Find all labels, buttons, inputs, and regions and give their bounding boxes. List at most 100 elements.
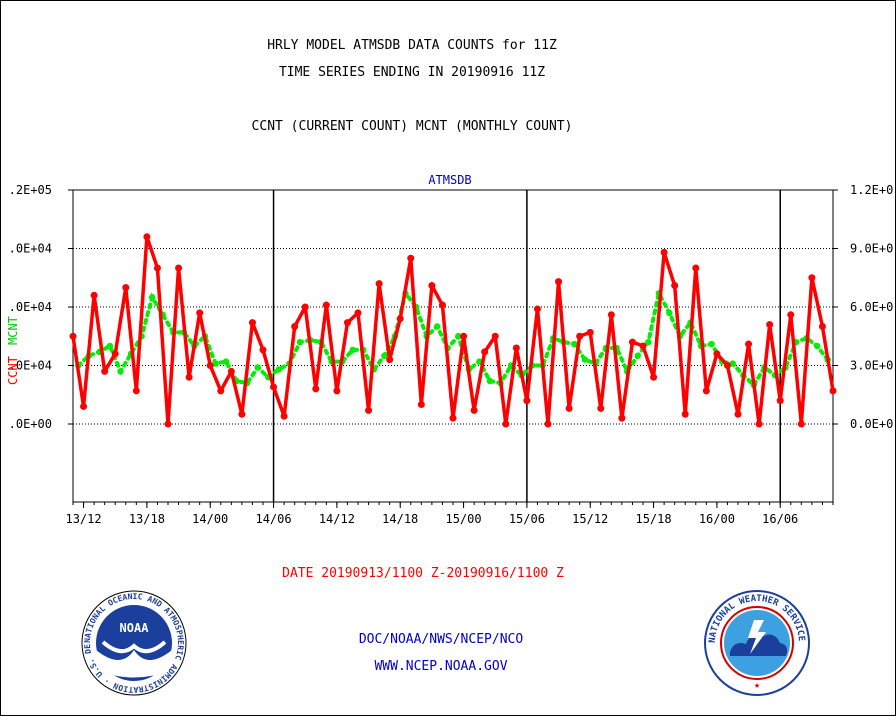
x-tick-label: 14/00 [192, 512, 228, 526]
mcnt-point [729, 360, 736, 367]
ccnt-point [101, 367, 109, 375]
mcnt-point [349, 346, 356, 354]
mcnt-point [813, 342, 821, 350]
ccnt-point [628, 338, 636, 346]
ccnt-point [206, 362, 214, 369]
mcnt-point [486, 377, 494, 385]
ccnt-point [280, 412, 288, 420]
y-tick-label-left: .2E+05 [9, 183, 52, 197]
y-tick-label-right: 3.0E+0 [850, 359, 893, 373]
ccnt-point [766, 321, 774, 329]
mcnt-point [148, 294, 156, 301]
ccnt-point [164, 420, 172, 428]
mcnt-point [381, 352, 388, 359]
mcnt-point [708, 340, 715, 348]
ccnt-point [396, 315, 404, 323]
ccnt-point [586, 328, 594, 336]
ccnt-point [639, 342, 647, 350]
ccnt-point [301, 303, 309, 311]
ccnt-point [238, 410, 246, 418]
ccnt-point [375, 280, 383, 288]
ccnt-point [533, 305, 541, 313]
ccnt-point [122, 284, 130, 291]
ccnt-point [692, 264, 700, 272]
date-range-label: DATE 20190913/1100 Z-20190916/1100 Z [282, 566, 564, 581]
ccnt-point [618, 414, 626, 422]
ccnt-point [449, 414, 457, 422]
ccnt-point [523, 397, 531, 405]
ccnt-point [365, 406, 373, 414]
y-tick-label-right: 6.0E+0 [850, 300, 893, 314]
ccnt-point [681, 410, 689, 418]
ccnt-point [470, 406, 478, 414]
ccnt-point [153, 264, 161, 272]
ccnt-point [512, 344, 520, 352]
ccnt-point [797, 420, 805, 428]
cloud-icon [730, 634, 788, 656]
ccnt-point [650, 373, 658, 381]
ccnt-point [196, 309, 204, 317]
x-tick-label: 14/18 [382, 512, 418, 526]
ccnt-point [607, 311, 615, 319]
ccnt-point [354, 309, 362, 317]
x-tick-label: 15/06 [509, 512, 545, 526]
mcnt-point [117, 368, 124, 375]
chart-title-line3: CCNT (CURRENT COUNT) MCNT (MONTHLY COUNT… [251, 119, 573, 134]
mcnt-point [634, 352, 641, 359]
noaa-center-text: NOAA [120, 621, 150, 635]
x-tick-label: 16/06 [762, 512, 798, 526]
ccnt-point [217, 387, 225, 395]
nws-logo: NATIONAL WEATHER SERVICE ★ [704, 590, 810, 696]
ccnt-point [829, 387, 837, 395]
mcnt-point [433, 323, 441, 330]
ccnt-point [544, 420, 552, 428]
ccnt-point [702, 387, 710, 395]
mcnt-point [212, 360, 219, 367]
mcnt-point [275, 366, 283, 373]
noaa-logo: NATIONAL OCEANIC AND ATMOSPHERIC ADMINIS… [81, 590, 187, 696]
ccnt-point [576, 332, 584, 340]
x-tick-label: 15/00 [445, 512, 481, 526]
ccnt-point [270, 383, 278, 391]
ccnt-point [745, 340, 753, 348]
ccnt-point [491, 332, 499, 340]
ccnt-point [132, 387, 140, 395]
mcnt-point [106, 342, 114, 350]
left-axis-label: CCNT [6, 356, 20, 385]
ccnt-point [776, 397, 784, 405]
ccnt-point [80, 402, 88, 410]
footer-doc-label: DOC/NOAA/NWS/NCEP/NCO [358, 632, 524, 647]
ccnt-point [460, 332, 468, 340]
ccnt-point [481, 348, 489, 356]
ccnt-point [818, 323, 826, 330]
ccnt-point [143, 233, 151, 241]
y-tick-label-left: .0E+04 [9, 242, 52, 256]
x-tick-label: 16/00 [699, 512, 735, 526]
ccnt-point [185, 373, 193, 381]
x-tick-label: 13/18 [129, 512, 165, 526]
y-tick-label-right: 9.0E+0 [850, 242, 893, 256]
y-tick-label-right: 0.0E+0 [850, 417, 893, 431]
ccnt-point [175, 264, 183, 272]
ccnt-point [291, 323, 299, 330]
mcnt-point [254, 364, 261, 371]
right-axis-label: MCNT [6, 316, 20, 345]
ccnt-point [428, 282, 436, 290]
x-tick-label: 15/12 [572, 512, 608, 526]
ccnt-point [343, 319, 351, 327]
y-tick-label-right: 1.2E+0 [850, 183, 893, 197]
footer-url-link[interactable]: WWW.NCEP.NOAA.GOV [374, 659, 508, 674]
ccnt-point [407, 254, 415, 262]
ccnt-point [111, 350, 119, 358]
ccnt-point [755, 420, 763, 428]
ccnt-point [808, 274, 816, 282]
ccnt-point [713, 350, 721, 358]
mcnt-point [455, 333, 462, 340]
ccnt-point [565, 404, 573, 412]
ccnt-point [417, 401, 425, 408]
ccnt-point [90, 291, 98, 299]
y-tick-label-left: .0E+04 [9, 359, 52, 373]
x-tick-label: 14/06 [255, 512, 291, 526]
mcnt-point [581, 356, 589, 363]
